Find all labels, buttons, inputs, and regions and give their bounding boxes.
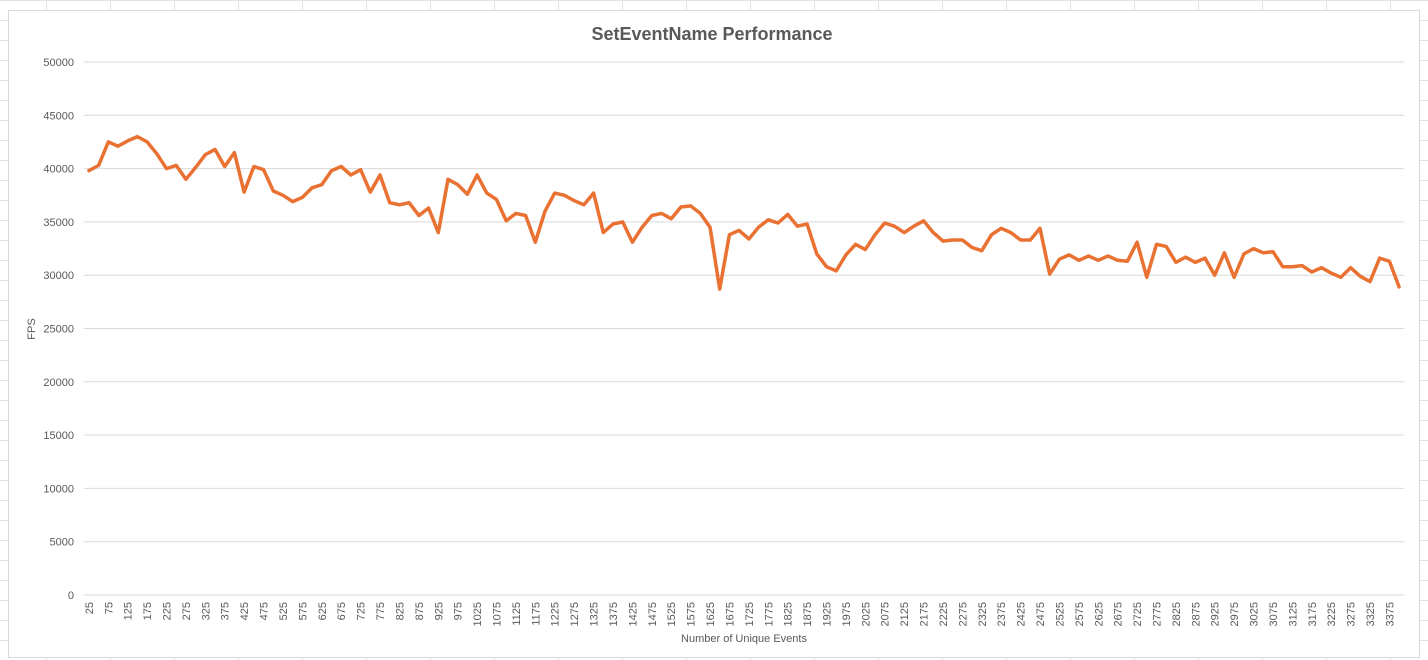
x-tick-label: 1825 — [783, 602, 795, 626]
x-tick-label: 1375 — [608, 602, 620, 626]
x-tick-label: 1425 — [627, 602, 639, 626]
x-tick-label: 225 — [162, 602, 174, 620]
x-tick-label: 475 — [259, 602, 271, 620]
x-tick-label: 1225 — [550, 602, 562, 626]
x-tick-label: 3375 — [1384, 602, 1396, 626]
x-tick-label: 1675 — [724, 602, 736, 626]
y-tick-label: 5000 — [50, 537, 74, 549]
x-tick-label: 925 — [433, 602, 445, 620]
x-tick-label: 2825 — [1171, 602, 1183, 626]
y-tick-label: 10000 — [43, 483, 74, 495]
x-tick-label: 825 — [394, 602, 406, 620]
x-tick-label: 775 — [375, 602, 387, 620]
x-tick-label: 675 — [336, 602, 348, 620]
x-tick-label: 2325 — [977, 602, 989, 626]
x-tick-label: 3275 — [1346, 602, 1358, 626]
x-tick-label: 75 — [103, 602, 115, 614]
x-tick-label: 2425 — [1016, 602, 1028, 626]
x-tick-label: 2575 — [1074, 602, 1086, 626]
x-tick-label: 1625 — [705, 602, 717, 626]
x-tick-label: 575 — [297, 602, 309, 620]
x-tick-label: 2525 — [1054, 602, 1066, 626]
x-tick-label: 125 — [123, 602, 135, 620]
x-tick-label: 2675 — [1113, 602, 1125, 626]
y-gridlines — [84, 61, 1404, 596]
x-tick-label: 3325 — [1365, 602, 1377, 626]
x-tick-label: 1875 — [802, 602, 814, 626]
y-tick-label: 35000 — [43, 217, 74, 229]
x-tick-label: 325 — [200, 602, 212, 620]
x-tick-label: 425 — [239, 602, 251, 620]
x-tick-label: 175 — [142, 602, 154, 620]
x-tick-label: 2775 — [1152, 602, 1164, 626]
series-group — [87, 134, 1401, 291]
x-tick-label: 1475 — [647, 602, 659, 626]
x-tick-label: 3175 — [1307, 602, 1319, 626]
x-tick-label: 1725 — [744, 602, 756, 626]
x-tick-label: 1575 — [686, 602, 698, 626]
x-tick-label: 2725 — [1132, 602, 1144, 626]
x-tick-label: 1975 — [841, 602, 853, 626]
y-tick-label: 25000 — [43, 324, 74, 336]
y-tick-label: 0 — [68, 590, 74, 602]
y-axis-title: FPS — [26, 318, 38, 339]
x-tick-label: 2925 — [1210, 602, 1222, 626]
x-tick-label: 1175 — [530, 602, 542, 626]
x-tick-label: 2075 — [880, 602, 892, 626]
x-tick-label: 2875 — [1190, 602, 1202, 626]
x-tick-label: 2625 — [1093, 602, 1105, 626]
x-tick-label: 2375 — [996, 602, 1008, 626]
series-line — [87, 134, 1401, 291]
y-tick-label: 30000 — [43, 270, 74, 282]
x-tick-label: 3025 — [1249, 602, 1261, 626]
x-tick-label: 2025 — [860, 602, 872, 626]
x-tick-label: 2125 — [899, 602, 911, 626]
y-tick-label: 50000 — [43, 57, 74, 69]
x-tick-label: 1075 — [492, 602, 504, 626]
x-tick-label: 2975 — [1229, 602, 1241, 626]
x-axis-title: Number of Unique Events — [681, 633, 807, 645]
y-tick-label: 15000 — [43, 430, 74, 442]
x-tick-label: 875 — [414, 602, 426, 620]
x-tick-label: 1525 — [666, 602, 678, 626]
x-tick-labels: 25 75 125 175 225 275 325 375 425 475 525 575 625 675… — [84, 602, 1397, 626]
chart-title: SetEventName Performance — [591, 24, 832, 44]
y-tick-label: 40000 — [43, 164, 74, 176]
chart-area[interactable] — [8, 10, 1420, 658]
x-tick-label: 25 — [84, 602, 96, 614]
x-tick-label: 2225 — [938, 602, 950, 626]
x-tick-label: 1775 — [763, 602, 775, 626]
x-tick-label: 2175 — [919, 602, 931, 626]
x-tick-label: 2475 — [1035, 602, 1047, 626]
y-tick-labels: 0 5000 10000 15000 20000 25000 30000 35000 40000… — [43, 57, 74, 602]
y-tick-label: 45000 — [43, 110, 74, 122]
x-tick-label: 525 — [278, 602, 290, 620]
x-tick-label: 725 — [356, 602, 368, 620]
x-tick-label: 1125 — [511, 602, 523, 626]
x-tick-label: 625 — [317, 602, 329, 620]
x-tick-label: 1275 — [569, 602, 581, 626]
x-tick-label: 3125 — [1287, 602, 1299, 626]
x-tick-label: 375 — [220, 602, 232, 620]
x-tick-label: 975 — [453, 602, 465, 620]
y-tick-label: 20000 — [43, 377, 74, 389]
x-tick-label: 1325 — [589, 602, 601, 626]
x-tick-label: 3225 — [1326, 602, 1338, 626]
x-tick-label: 3075 — [1268, 602, 1280, 626]
x-tick-label: 2275 — [957, 602, 969, 626]
x-tick-label: 275 — [181, 602, 193, 620]
x-tick-label: 1925 — [822, 602, 834, 626]
x-tick-label: 1025 — [472, 602, 484, 626]
